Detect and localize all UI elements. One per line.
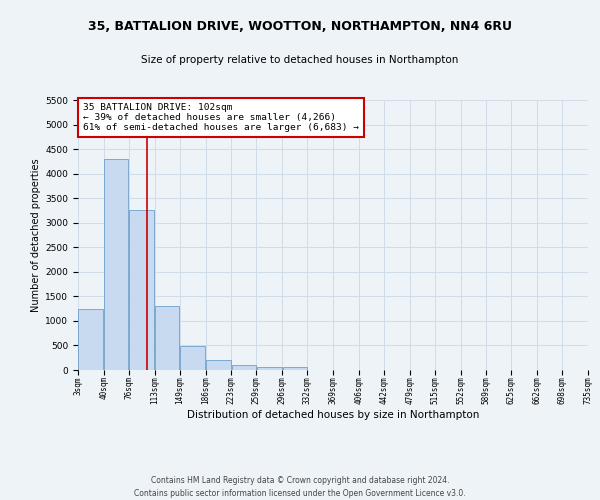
Bar: [283, 366, 307, 370]
Bar: [129, 210, 154, 370]
Text: Contains HM Land Registry data © Crown copyright and database right 2024.: Contains HM Land Registry data © Crown c…: [151, 476, 449, 485]
X-axis label: Distribution of detached houses by size in Northampton: Distribution of detached houses by size …: [187, 410, 479, 420]
Text: Contains public sector information licensed under the Open Government Licence v3: Contains public sector information licen…: [134, 488, 466, 498]
Bar: [104, 159, 128, 370]
Bar: [232, 365, 256, 370]
Text: 35 BATTALION DRIVE: 102sqm
← 39% of detached houses are smaller (4,266)
61% of s: 35 BATTALION DRIVE: 102sqm ← 39% of deta…: [83, 102, 359, 132]
Y-axis label: Number of detached properties: Number of detached properties: [31, 158, 41, 312]
Bar: [155, 306, 179, 370]
Bar: [79, 308, 103, 370]
Bar: [257, 366, 282, 370]
Bar: [206, 360, 231, 370]
Bar: [180, 346, 205, 370]
Text: Size of property relative to detached houses in Northampton: Size of property relative to detached ho…: [142, 55, 458, 65]
Text: 35, BATTALION DRIVE, WOOTTON, NORTHAMPTON, NN4 6RU: 35, BATTALION DRIVE, WOOTTON, NORTHAMPTO…: [88, 20, 512, 33]
